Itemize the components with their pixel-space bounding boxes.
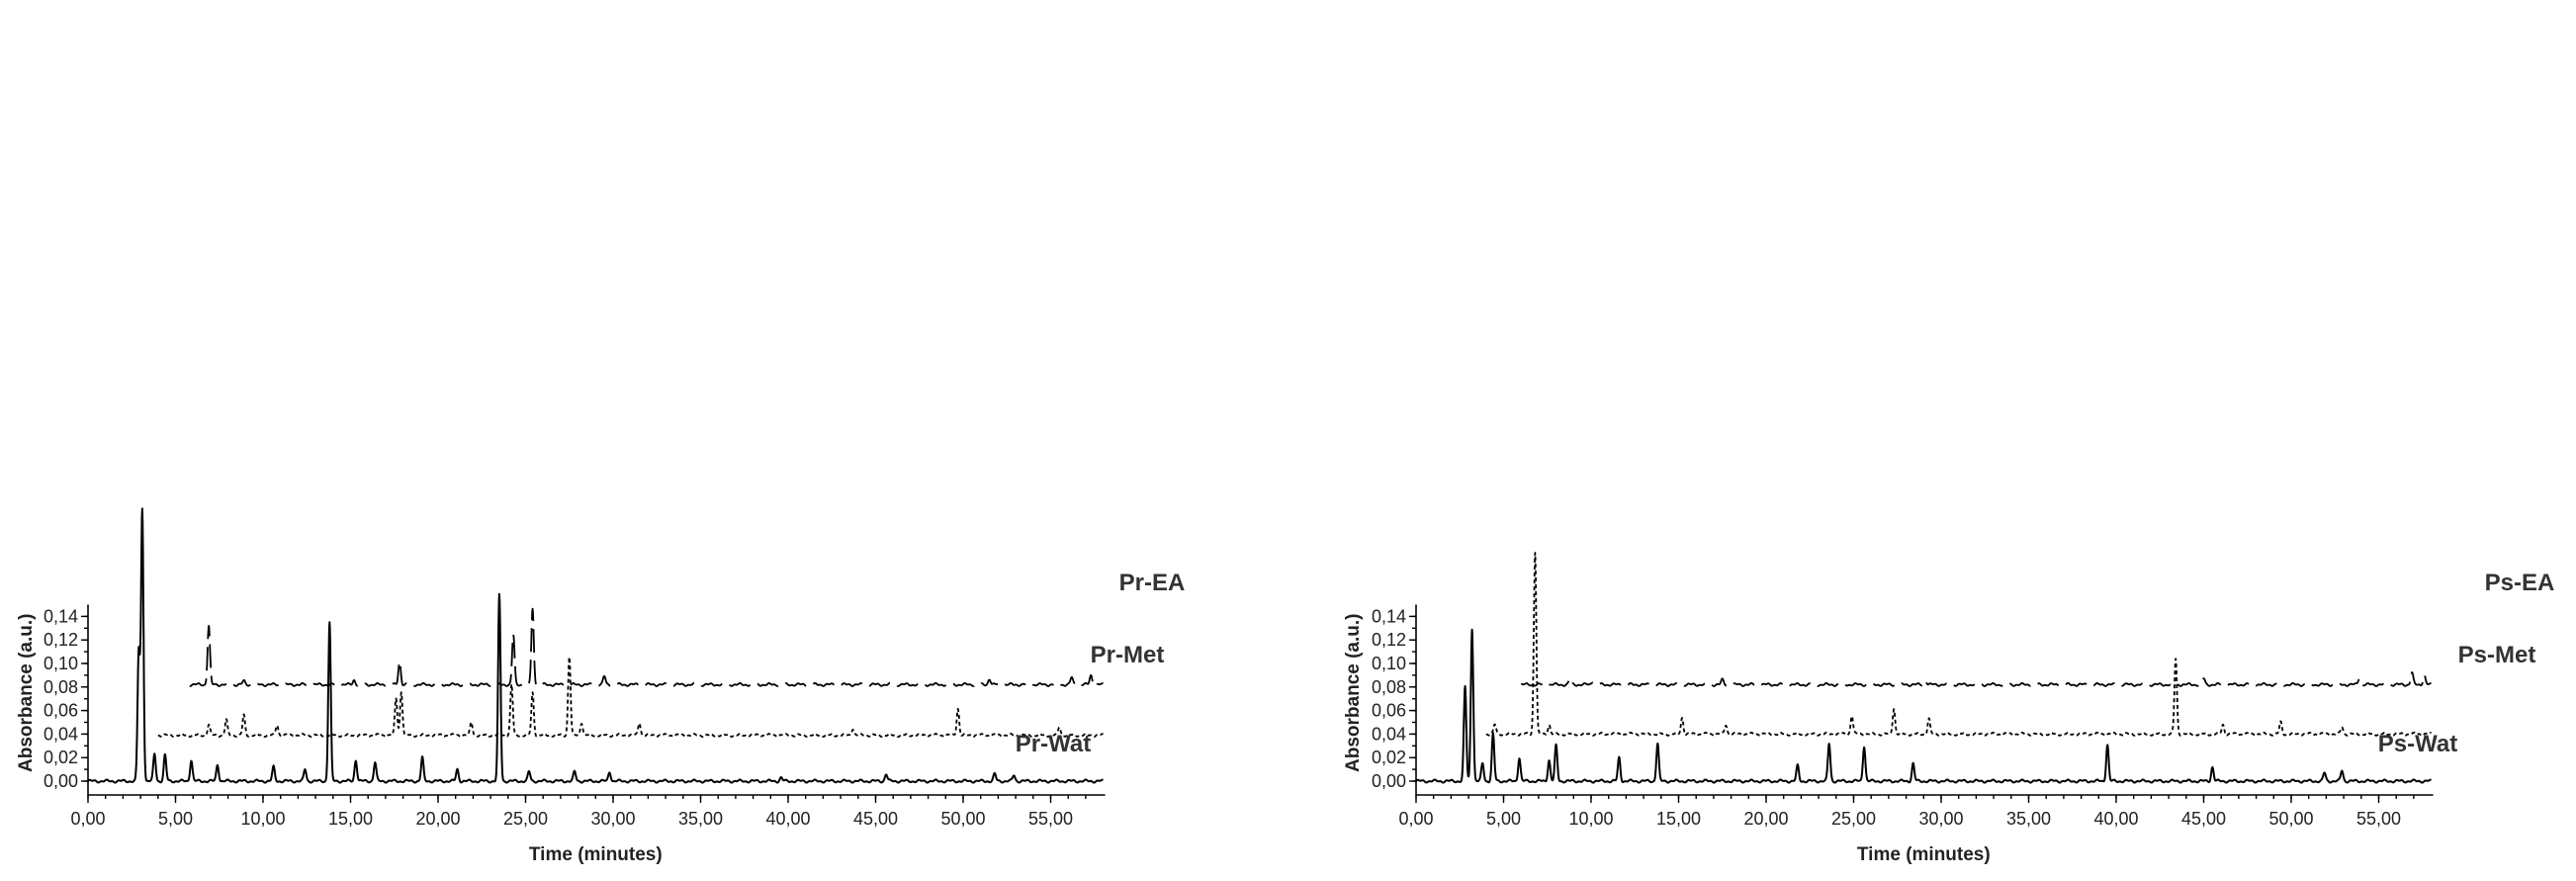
x-tick-label: 25,00: [503, 809, 548, 829]
chromatogram-panel-pr: 0,00 0,02 0,04 0,06 0,08 0,10 0,12 0,14 0,00 5,00…: [16, 507, 1186, 865]
y-tick-label: 0,02: [1372, 748, 1406, 767]
x-tick-label: 25,00: [1831, 809, 1876, 829]
y-tick-label: 0,00: [1372, 771, 1406, 791]
y-axis-title: Absorbance (a.u.): [1343, 614, 1364, 772]
x-tick-label: 0,00: [1398, 809, 1433, 829]
y-tick-label: 0,00: [44, 771, 78, 791]
y-axis-title: Absorbance (a.u.): [16, 614, 37, 772]
y-tick-label: 0,08: [1372, 677, 1406, 697]
y-tick-label: 0,06: [44, 701, 78, 721]
series-label-ps-wat: Ps-Wat: [2378, 731, 2457, 757]
trace-ps-met: [1485, 552, 2433, 737]
y-tick-label: 0,10: [44, 654, 78, 673]
y-tick-label: 0,14: [1372, 606, 1406, 626]
x-tick-label: 40,00: [765, 809, 810, 829]
x-tick-label: 50,00: [940, 809, 985, 829]
y-tick-label: 0,14: [44, 606, 78, 626]
y-tick-label: 0,12: [44, 630, 78, 650]
x-tick-label: 5,00: [1486, 809, 1521, 829]
x-tick-label: 55,00: [1028, 809, 1073, 829]
y-tick-label: 0,12: [1372, 630, 1406, 650]
x-tick-label: 10,00: [1568, 809, 1613, 829]
x-tick-label: 5,00: [158, 809, 193, 829]
trace-pr-wat: [87, 507, 1105, 784]
x-tick-label: 15,00: [1656, 809, 1701, 829]
series-label-pr-wat: Pr-Wat: [1016, 731, 1091, 757]
series-label-pr-ea: Pr-EA: [1119, 570, 1186, 596]
trace-pr-met: [157, 656, 1105, 738]
y-tick-label: 0,06: [1372, 701, 1406, 721]
x-tick-label: 50,00: [2268, 809, 2313, 829]
x-tick-label: 45,00: [2181, 809, 2226, 829]
trace-ps-wat: [1415, 628, 2433, 784]
x-tick-label: 45,00: [853, 809, 898, 829]
x-tick-label: 10,00: [240, 809, 285, 829]
x-tick-label: 20,00: [1743, 809, 1788, 829]
x-tick-label: 40,00: [2093, 809, 2138, 829]
series-label-ps-met: Ps-Met: [2458, 642, 2536, 668]
y-tick-label: 0,04: [44, 724, 78, 744]
y-tick-label: 0,04: [1372, 724, 1406, 744]
x-tick-label: 15,00: [328, 809, 373, 829]
y-tick-label: 0,08: [44, 677, 78, 697]
x-axis-title: Time (minutes): [1857, 844, 1991, 865]
x-tick-label: 30,00: [590, 809, 635, 829]
x-axis-title: Time (minutes): [529, 844, 663, 865]
y-tick-label: 0,10: [1372, 654, 1406, 673]
x-tick-label: 20,00: [415, 809, 460, 829]
x-tick-label: 35,00: [678, 809, 723, 829]
y-tick-label: 0,02: [44, 748, 78, 767]
x-tick-label: 35,00: [2006, 809, 2051, 829]
trace-ps-ea: [1520, 671, 2433, 687]
series-label-pr-met: Pr-Met: [1091, 642, 1165, 668]
chromatogram-panel-ps: 0,00 0,02 0,04 0,06 0,08 0,10 0,12 0,14 0,00 5,00…: [1343, 552, 2555, 865]
x-tick-label: 30,00: [1918, 809, 1963, 829]
series-label-ps-ea: Ps-EA: [2485, 570, 2555, 596]
x-tick-label: 55,00: [2356, 809, 2401, 829]
x-tick-label: 0,00: [70, 809, 105, 829]
trace-pr-ea: [189, 607, 1105, 687]
